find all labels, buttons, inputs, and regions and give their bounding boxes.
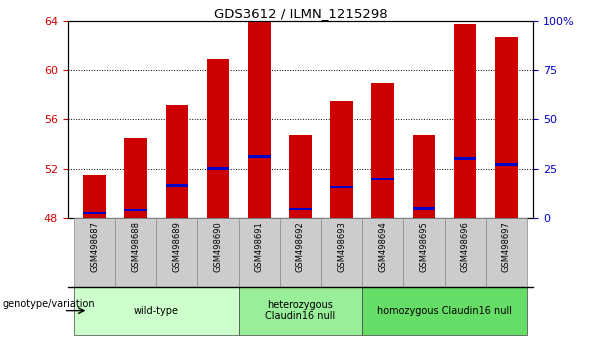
- Bar: [166, 105, 188, 218]
- Bar: [74, 287, 239, 335]
- Bar: [83, 212, 106, 214]
- Bar: [289, 208, 312, 210]
- Text: GSM498697: GSM498697: [502, 221, 511, 272]
- Bar: [454, 24, 477, 218]
- Bar: [156, 218, 197, 287]
- Bar: [372, 82, 394, 218]
- Bar: [330, 186, 353, 188]
- Text: homozygous Claudin16 null: homozygous Claudin16 null: [377, 306, 512, 316]
- Text: GSM498696: GSM498696: [461, 221, 469, 272]
- Bar: [289, 136, 312, 218]
- Bar: [413, 207, 435, 210]
- Bar: [413, 136, 435, 218]
- Text: GSM498694: GSM498694: [378, 221, 387, 272]
- Bar: [166, 184, 188, 187]
- Bar: [248, 155, 270, 158]
- Bar: [495, 163, 518, 166]
- Bar: [454, 157, 477, 160]
- Bar: [83, 175, 106, 218]
- Bar: [486, 218, 527, 287]
- Text: GSM498689: GSM498689: [173, 221, 181, 272]
- Text: GSM498693: GSM498693: [337, 221, 346, 272]
- Bar: [115, 218, 156, 287]
- Bar: [74, 218, 115, 287]
- Bar: [239, 218, 280, 287]
- Text: wild-type: wild-type: [134, 306, 179, 316]
- Text: GSM498691: GSM498691: [254, 221, 264, 272]
- Bar: [124, 138, 147, 218]
- Bar: [362, 287, 527, 335]
- Bar: [280, 218, 321, 287]
- Text: heterozygous
Claudin16 null: heterozygous Claudin16 null: [265, 300, 336, 321]
- Text: GSM498692: GSM498692: [296, 221, 305, 272]
- Bar: [362, 218, 403, 287]
- Bar: [495, 37, 518, 218]
- Text: GSM498688: GSM498688: [131, 221, 140, 272]
- Bar: [239, 287, 362, 335]
- Bar: [330, 101, 353, 218]
- Bar: [445, 218, 486, 287]
- Text: GSM498690: GSM498690: [214, 221, 223, 272]
- Text: GSM498695: GSM498695: [419, 221, 428, 272]
- Bar: [321, 218, 362, 287]
- Bar: [207, 167, 229, 170]
- Title: GDS3612 / ILMN_1215298: GDS3612 / ILMN_1215298: [214, 7, 387, 20]
- Bar: [197, 218, 239, 287]
- Bar: [124, 209, 147, 211]
- Text: genotype/variation: genotype/variation: [3, 298, 95, 309]
- Bar: [372, 178, 394, 180]
- Bar: [403, 218, 445, 287]
- Text: GSM498687: GSM498687: [90, 221, 99, 272]
- Bar: [207, 59, 229, 218]
- Bar: [248, 20, 270, 218]
